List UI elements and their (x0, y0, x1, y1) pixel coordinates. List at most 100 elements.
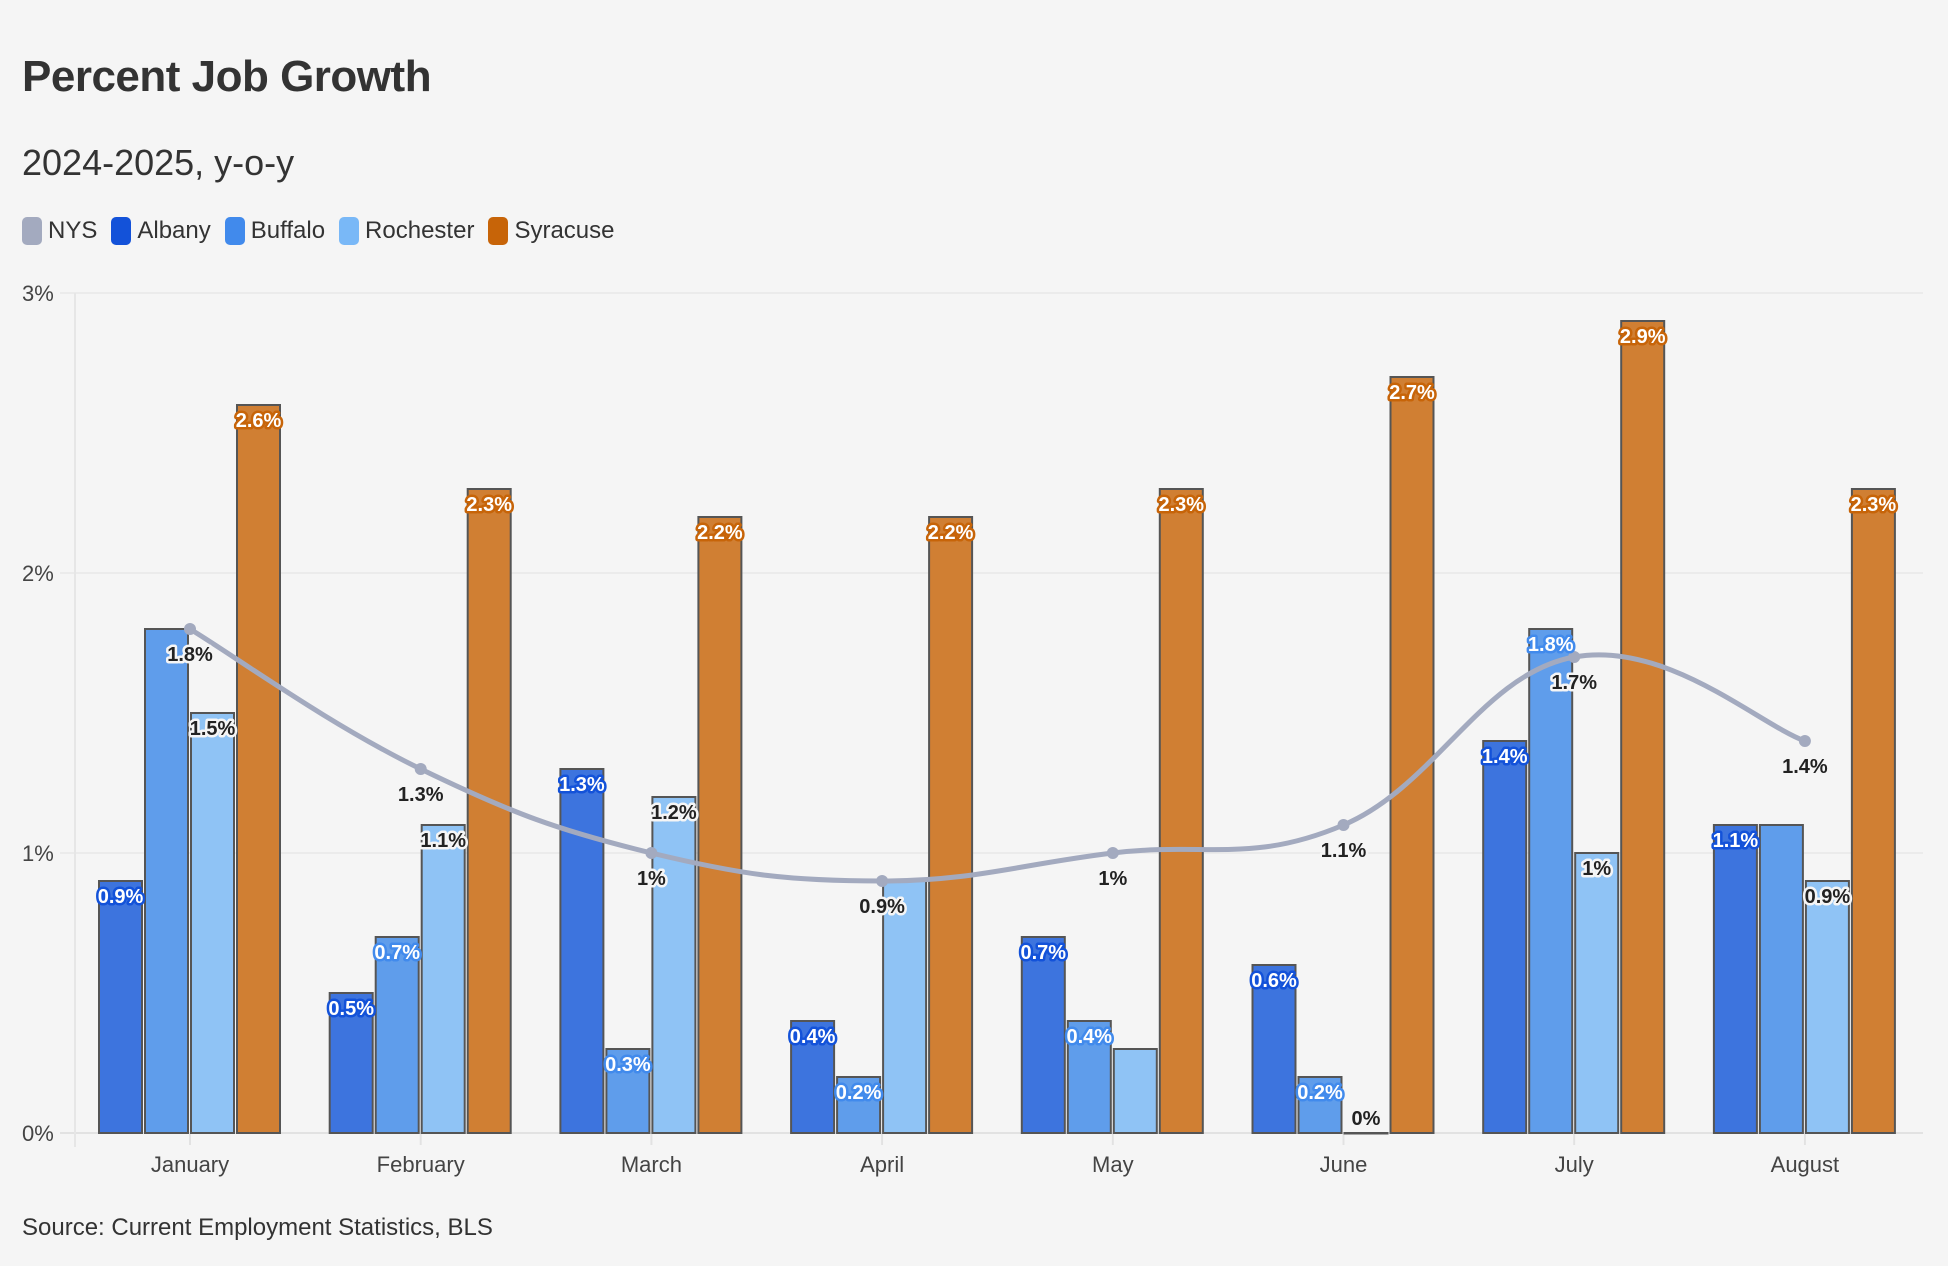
data-label-nys: 1.4% (1782, 756, 1828, 778)
bar-buffalo-june (1297, 1076, 1343, 1134)
bar-albany-may (1020, 936, 1066, 1134)
data-label-rochester: 0.9% (1805, 886, 1851, 908)
legend-label: Albany (137, 217, 211, 244)
y-tick-label: 3% (22, 281, 54, 306)
data-label-buffalo: 0.2% (1297, 1082, 1343, 1104)
bar-syracuse-march (697, 516, 743, 1134)
bar-syracuse-april (928, 516, 974, 1134)
legend-item-rochester[interactable]: Rochester (339, 217, 474, 245)
data-label-buffalo: 0.2% (836, 1082, 882, 1104)
nys-point-july (1568, 651, 1581, 663)
bar-rochester-february (420, 824, 466, 1134)
source-note: Source: Current Employment Statistics, B… (22, 1214, 493, 1241)
bar-albany-august (1712, 824, 1758, 1134)
legend-swatch (488, 217, 509, 245)
bar-buffalo-february (374, 936, 420, 1134)
x-tick-label: February (377, 1152, 465, 1177)
bar-albany-january (98, 880, 143, 1134)
y-tick-label: 2% (22, 561, 54, 586)
nys-point-april (876, 875, 889, 887)
bar-buffalo-march (605, 1048, 651, 1134)
nys-line (188, 626, 1806, 884)
legend-item-syracuse[interactable]: Syracuse (488, 217, 614, 245)
nys-point-june (1337, 819, 1350, 831)
data-label-nys: 1% (1098, 868, 1127, 890)
data-label-nys: 1.3% (398, 784, 444, 806)
x-tick-label: March (621, 1152, 682, 1177)
bar-syracuse-july (1620, 320, 1666, 1134)
data-label-syracuse: 2.3% (1851, 494, 1897, 516)
legend-swatch (22, 217, 42, 245)
bar-buffalo-april (836, 1076, 882, 1134)
bar-albany-june (1251, 964, 1297, 1134)
data-label-syracuse: 2.2% (697, 522, 743, 544)
data-label-buffalo: 1.8% (1528, 634, 1574, 656)
legend-swatch (111, 217, 132, 245)
y-tick-label: 1% (22, 841, 54, 866)
data-label-albany: 0.7% (1021, 942, 1067, 964)
nys-point-january (184, 623, 196, 635)
bar-rochester-july (1574, 852, 1620, 1134)
data-label-albany: 0.5% (328, 998, 374, 1020)
data-label-albany: 0.4% (790, 1026, 836, 1048)
bar-rochester-march (651, 796, 697, 1134)
data-label-albany: 1.3% (559, 774, 605, 796)
x-tick-label: January (151, 1152, 229, 1177)
bar-syracuse-june (1389, 376, 1435, 1134)
data-label-syracuse: 2.2% (928, 522, 974, 544)
nys-point-august (1798, 735, 1811, 747)
bar-syracuse-january (236, 404, 281, 1134)
data-label-buffalo: 0.7% (374, 942, 420, 964)
legend-label: NYS (48, 217, 98, 244)
data-label-syracuse: 2.3% (1159, 494, 1205, 516)
bar-rochester-may (1112, 1048, 1158, 1134)
nys-point-may (1106, 847, 1119, 859)
chart-title: Percent Job Growth (22, 52, 432, 101)
data-label-albany: 0.9% (98, 886, 144, 908)
legend-item-albany[interactable]: Albany (111, 217, 211, 245)
legend-item-buffalo[interactable]: Buffalo (224, 217, 326, 245)
data-label-rochester: 1.1% (420, 830, 466, 852)
legend-label: Rochester (365, 217, 475, 244)
data-label-syracuse: 2.3% (466, 494, 512, 516)
data-label-nys: 1.7% (1551, 672, 1597, 694)
x-tick-label: May (1092, 1152, 1134, 1177)
bar-rochester-april (882, 880, 928, 1134)
legend: NYS Albany Buffalo Rochester Syracuse (22, 217, 614, 245)
data-label-nys: 1% (637, 868, 666, 890)
data-label-syracuse: 2.6% (236, 410, 282, 432)
bar-syracuse-may (1158, 488, 1204, 1134)
bar-syracuse-february (466, 488, 512, 1134)
bar-albany-february (328, 992, 374, 1134)
data-label-albany: 0.6% (1251, 970, 1297, 992)
bar-buffalo-may (1066, 1020, 1112, 1134)
data-label-rochester: 0% (1352, 1108, 1381, 1130)
legend-item-nys[interactable]: NYS (22, 217, 97, 245)
bar-albany-march (559, 768, 605, 1134)
bar-buffalo-january (144, 628, 189, 1134)
x-tick-label: August (1771, 1152, 1840, 1177)
x-tick-label: April (860, 1152, 904, 1177)
legend-swatch (224, 217, 245, 245)
data-label-syracuse: 2.7% (1389, 382, 1435, 404)
data-label-nys: 1.1% (1321, 840, 1367, 862)
nys-point-march (645, 847, 658, 859)
bar-albany-april (790, 1020, 836, 1134)
nys-point-february (414, 763, 427, 775)
bar-rochester-january (190, 712, 235, 1134)
data-label-nys: 0.9% (859, 896, 905, 918)
x-tick-label: June (1320, 1152, 1368, 1177)
data-label-nys: 1.8% (167, 644, 213, 666)
data-label-albany: 1.4% (1482, 746, 1528, 768)
bar-rochester-june (1343, 1132, 1389, 1135)
bar-rochester-august (1804, 880, 1850, 1134)
bar-buffalo-july (1528, 628, 1574, 1134)
data-label-rochester: 1.5% (190, 718, 236, 740)
legend-label: Syracuse (514, 217, 615, 244)
data-label-buffalo: 0.4% (1067, 1026, 1113, 1048)
legend-label: Buffalo (250, 217, 326, 244)
bar-buffalo-august (1758, 824, 1804, 1134)
data-label-albany: 1.1% (1713, 830, 1759, 852)
chart-subtitle: 2024-2025, y-o-y (22, 142, 295, 183)
